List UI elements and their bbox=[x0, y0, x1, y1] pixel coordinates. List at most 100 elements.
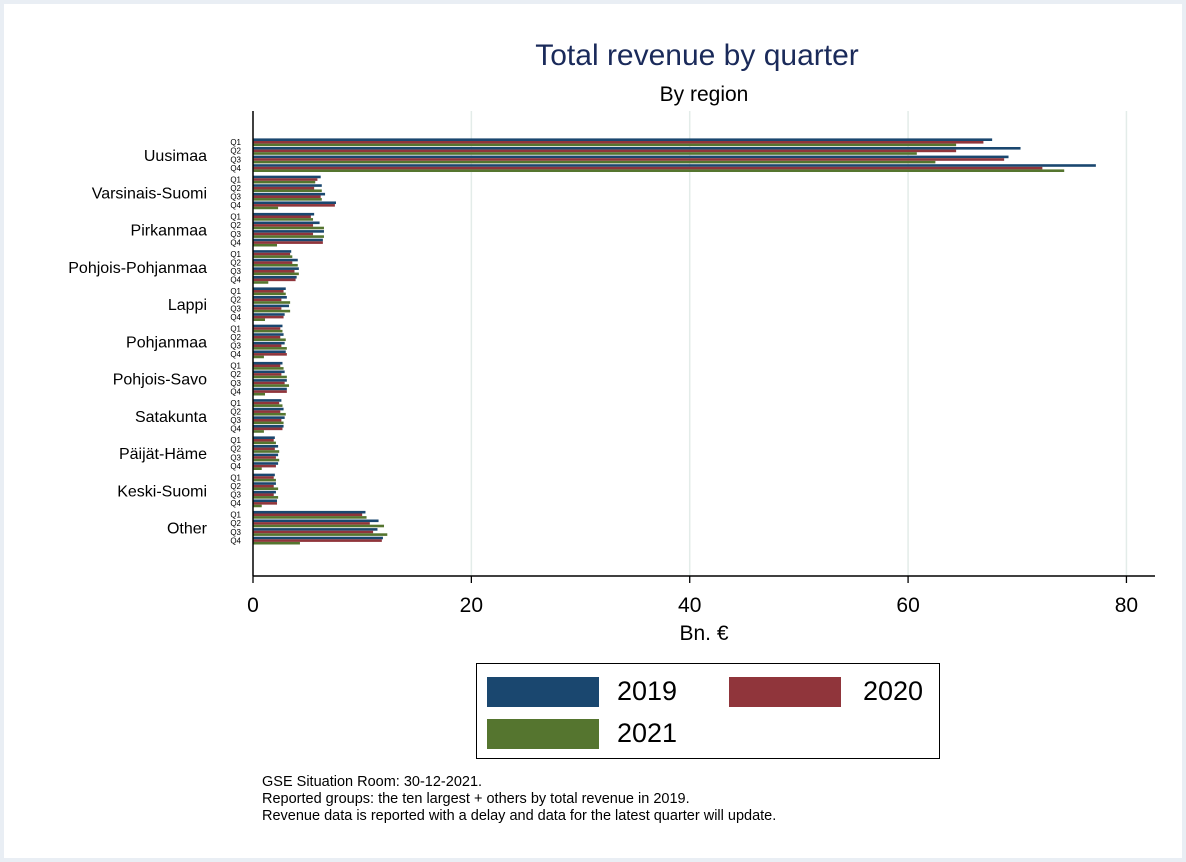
region-group-satakunta bbox=[253, 399, 286, 433]
bar-pohjois-pohjanmaa-q4-2019 bbox=[253, 275, 297, 279]
quarter-label: Q3 bbox=[230, 267, 241, 276]
x-tick-label-60: 60 bbox=[896, 594, 919, 617]
bar-uusimaa-q4-2020 bbox=[253, 166, 1043, 170]
bar-p-ij-t-h-me-q4-2020 bbox=[253, 464, 276, 468]
bar-pohjanmaa-q3-2021 bbox=[253, 347, 287, 350]
region-label-other: Other bbox=[167, 521, 208, 538]
region-label-keski-suomi: Keski-Suomi bbox=[117, 483, 207, 500]
bar-keski-suomi-q2-2020 bbox=[253, 484, 274, 488]
bar-satakunta-q3-2021 bbox=[253, 421, 284, 425]
region-label-p-ij-t-h-me: Päijät-Häme bbox=[119, 446, 207, 463]
region-label-lappi: Lappi bbox=[168, 297, 207, 314]
legend-label-2021: 2021 bbox=[617, 718, 678, 748]
bar-pirkanmaa-q1-2020 bbox=[253, 215, 311, 219]
bar-p-ij-t-h-me-q1-2019 bbox=[253, 436, 275, 439]
chart-subtitle: By region bbox=[660, 83, 749, 106]
bar-uusimaa-q2-2019 bbox=[253, 147, 1021, 150]
bar-pohjanmaa-q1-2020 bbox=[253, 327, 281, 330]
bar-uusimaa-q2-2020 bbox=[253, 149, 957, 153]
bar-lappi-q4-2021 bbox=[253, 318, 266, 321]
bar-p-ij-t-h-me-q3-2019 bbox=[253, 453, 279, 457]
quarter-label: Q4 bbox=[230, 238, 241, 247]
bar-pohjois-pohjanmaa-q3-2020 bbox=[253, 269, 295, 273]
quarter-label: Q3 bbox=[230, 491, 241, 500]
bar-other-q4-2020 bbox=[253, 539, 382, 542]
bar-varsinais-suomi-q4-2020 bbox=[253, 204, 335, 207]
bar-varsinais-suomi-q1-2019 bbox=[253, 175, 321, 179]
bar-pohjois-savo-q4-2019 bbox=[253, 387, 287, 391]
bar-pohjanmaa-q3-2019 bbox=[253, 341, 285, 345]
bar-pohjanmaa-q4-2021 bbox=[253, 355, 264, 359]
bar-other-q3-2019 bbox=[253, 528, 378, 531]
bar-other-q1-2019 bbox=[253, 510, 366, 514]
bar-keski-suomi-q1-2019 bbox=[253, 473, 275, 477]
bar-keski-suomi-q1-2021 bbox=[253, 478, 276, 482]
bar-pohjois-savo-q3-2021 bbox=[253, 384, 290, 387]
bar-keski-suomi-q2-2021 bbox=[253, 487, 279, 491]
region-label-pohjois-pohjanmaa: Pohjois-Pohjanmaa bbox=[68, 260, 207, 277]
bar-pohjois-pohjanmaa-q3-2019 bbox=[253, 267, 299, 270]
bar-pohjois-pohjanmaa-q2-2021 bbox=[253, 263, 298, 267]
bar-p-ij-t-h-me-q4-2019 bbox=[253, 462, 279, 465]
bar-other-q4-2019 bbox=[253, 536, 383, 540]
axis-labels: 0 20 40 60 80Q1Q2Q3Q4UusimaaQ1Q2Q3Q4Varsinai… bbox=[68, 138, 1138, 617]
bar-satakunta-q2-2021 bbox=[253, 412, 286, 416]
quarter-label: Q3 bbox=[230, 453, 241, 462]
quarter-label: Q3 bbox=[230, 304, 241, 313]
bar-varsinais-suomi-q1-2021 bbox=[253, 180, 316, 184]
bar-chart: Total revenue by quarter By region 0 20 40… bbox=[68, 39, 1155, 645]
bar-satakunta-q4-2019 bbox=[253, 424, 284, 428]
bar-satakunta-q2-2019 bbox=[253, 407, 284, 411]
quarter-label: Q2 bbox=[230, 184, 241, 193]
bar-pohjois-pohjanmaa-q2-2019 bbox=[253, 258, 298, 262]
quarter-label: Q3 bbox=[230, 230, 241, 239]
bar-uusimaa-q3-2021 bbox=[253, 160, 936, 164]
bar-varsinais-suomi-q4-2021 bbox=[253, 206, 279, 210]
chart-title: Total revenue by quarter bbox=[535, 39, 859, 72]
bar-pohjois-savo-q2-2020 bbox=[253, 373, 282, 376]
gridlines bbox=[470, 111, 1128, 576]
quarter-label: Q2 bbox=[230, 296, 241, 305]
legend-label-2019: 2019 bbox=[617, 676, 678, 706]
quarter-label: Q4 bbox=[230, 350, 241, 359]
bar-other-q2-2021 bbox=[253, 524, 385, 528]
quarter-label: Q3 bbox=[230, 342, 241, 351]
bar-pohjois-savo-q2-2019 bbox=[253, 370, 285, 374]
bar-pohjois-savo-q1-2019 bbox=[253, 361, 283, 365]
legend-swatch-2020 bbox=[729, 676, 841, 707]
bar-other-q3-2020 bbox=[253, 530, 374, 534]
footnote-line-1: GSE Situation Room: 30-12-2021. bbox=[262, 774, 483, 790]
bar-pirkanmaa-q4-2019 bbox=[253, 238, 323, 242]
bar-keski-suomi-q3-2021 bbox=[253, 496, 279, 499]
bar-other-q3-2021 bbox=[253, 533, 388, 536]
region-group-other bbox=[253, 510, 388, 545]
region-group-pirkanmaa bbox=[253, 212, 324, 247]
legend-item-2021: 2021 bbox=[487, 718, 677, 749]
bar-pirkanmaa-q4-2020 bbox=[253, 241, 323, 244]
legend-item-2019: 2019 bbox=[487, 676, 677, 707]
bar-keski-suomi-q3-2020 bbox=[253, 493, 274, 497]
bar-pohjois-pohjanmaa-q3-2021 bbox=[253, 272, 299, 276]
quarter-label: Q2 bbox=[230, 482, 241, 491]
quarter-label: Q1 bbox=[230, 287, 241, 296]
bar-p-ij-t-h-me-q3-2020 bbox=[253, 456, 276, 459]
bar-lappi-q3-2021 bbox=[253, 309, 291, 313]
bar-pohjanmaa-q3-2020 bbox=[253, 344, 282, 348]
bar-p-ij-t-h-me-q3-2021 bbox=[253, 458, 280, 462]
quarter-label: Q3 bbox=[230, 193, 241, 202]
legend-swatch-2019 bbox=[487, 676, 599, 707]
quarter-label: Q4 bbox=[230, 425, 241, 434]
bar-pirkanmaa-q3-2020 bbox=[253, 232, 314, 236]
bar-varsinais-suomi-q4-2019 bbox=[253, 201, 336, 205]
bar-pirkanmaa-q3-2019 bbox=[253, 230, 324, 233]
bars-group bbox=[253, 138, 1096, 545]
bar-lappi-q1-2019 bbox=[253, 287, 286, 290]
quarter-label: Q3 bbox=[230, 379, 241, 388]
bar-satakunta-q2-2020 bbox=[253, 410, 281, 413]
bar-pohjois-savo-q3-2019 bbox=[253, 379, 287, 382]
bar-uusimaa-q4-2019 bbox=[253, 164, 1096, 167]
quarter-label: Q4 bbox=[230, 164, 241, 173]
bar-pohjanmaa-q1-2021 bbox=[253, 329, 283, 333]
bar-pohjanmaa-q2-2021 bbox=[253, 338, 286, 342]
quarter-label: Q4 bbox=[230, 387, 241, 396]
